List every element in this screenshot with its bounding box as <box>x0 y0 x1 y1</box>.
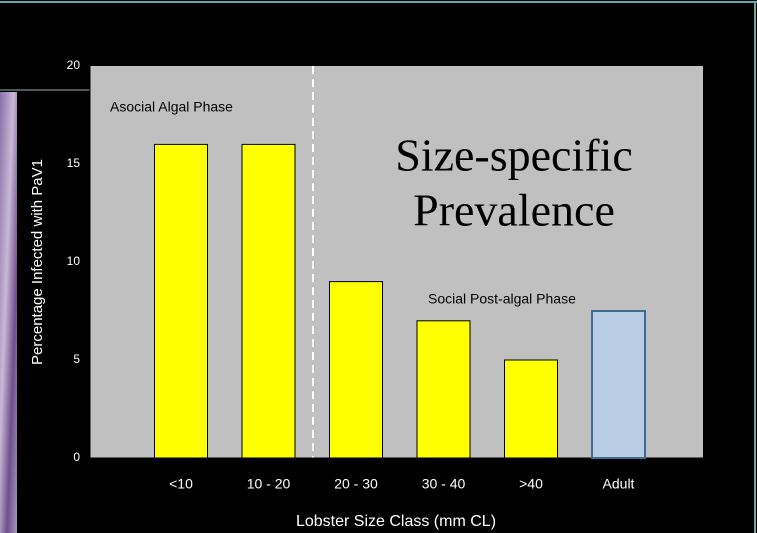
bar <box>329 281 383 459</box>
title-annotation: Size-specific <box>395 130 633 181</box>
annotation: Asocial Algal Phase <box>110 99 233 115</box>
y-tick-label: 20 <box>67 58 81 72</box>
bar <box>241 143 296 459</box>
x-tick-label: <10 <box>169 476 193 492</box>
x-tick-label: 20 - 30 <box>334 476 378 492</box>
title-annotation: Prevalence <box>413 185 615 236</box>
y-tick-label: 5 <box>73 352 80 366</box>
y-tick-label: 0 <box>73 450 80 464</box>
x-axis-label: Lobster Size Class (mm CL) <box>296 513 496 530</box>
x-tick-label: 30 - 40 <box>422 476 466 492</box>
bar <box>154 143 208 459</box>
bar <box>416 320 471 459</box>
y-tick-label: 15 <box>67 156 81 170</box>
y-axis-label: Percentage Infected with PaV1 <box>29 159 46 365</box>
bar <box>504 359 558 459</box>
y-tick-label: 10 <box>67 254 81 268</box>
x-tick-label: Adult <box>603 476 635 492</box>
bar <box>591 310 646 459</box>
annotation: Social Post-algal Phase <box>428 291 576 307</box>
x-tick-label: 10 - 20 <box>247 476 291 492</box>
x-tick-label: >40 <box>519 476 543 492</box>
photo-strip <box>0 92 17 533</box>
